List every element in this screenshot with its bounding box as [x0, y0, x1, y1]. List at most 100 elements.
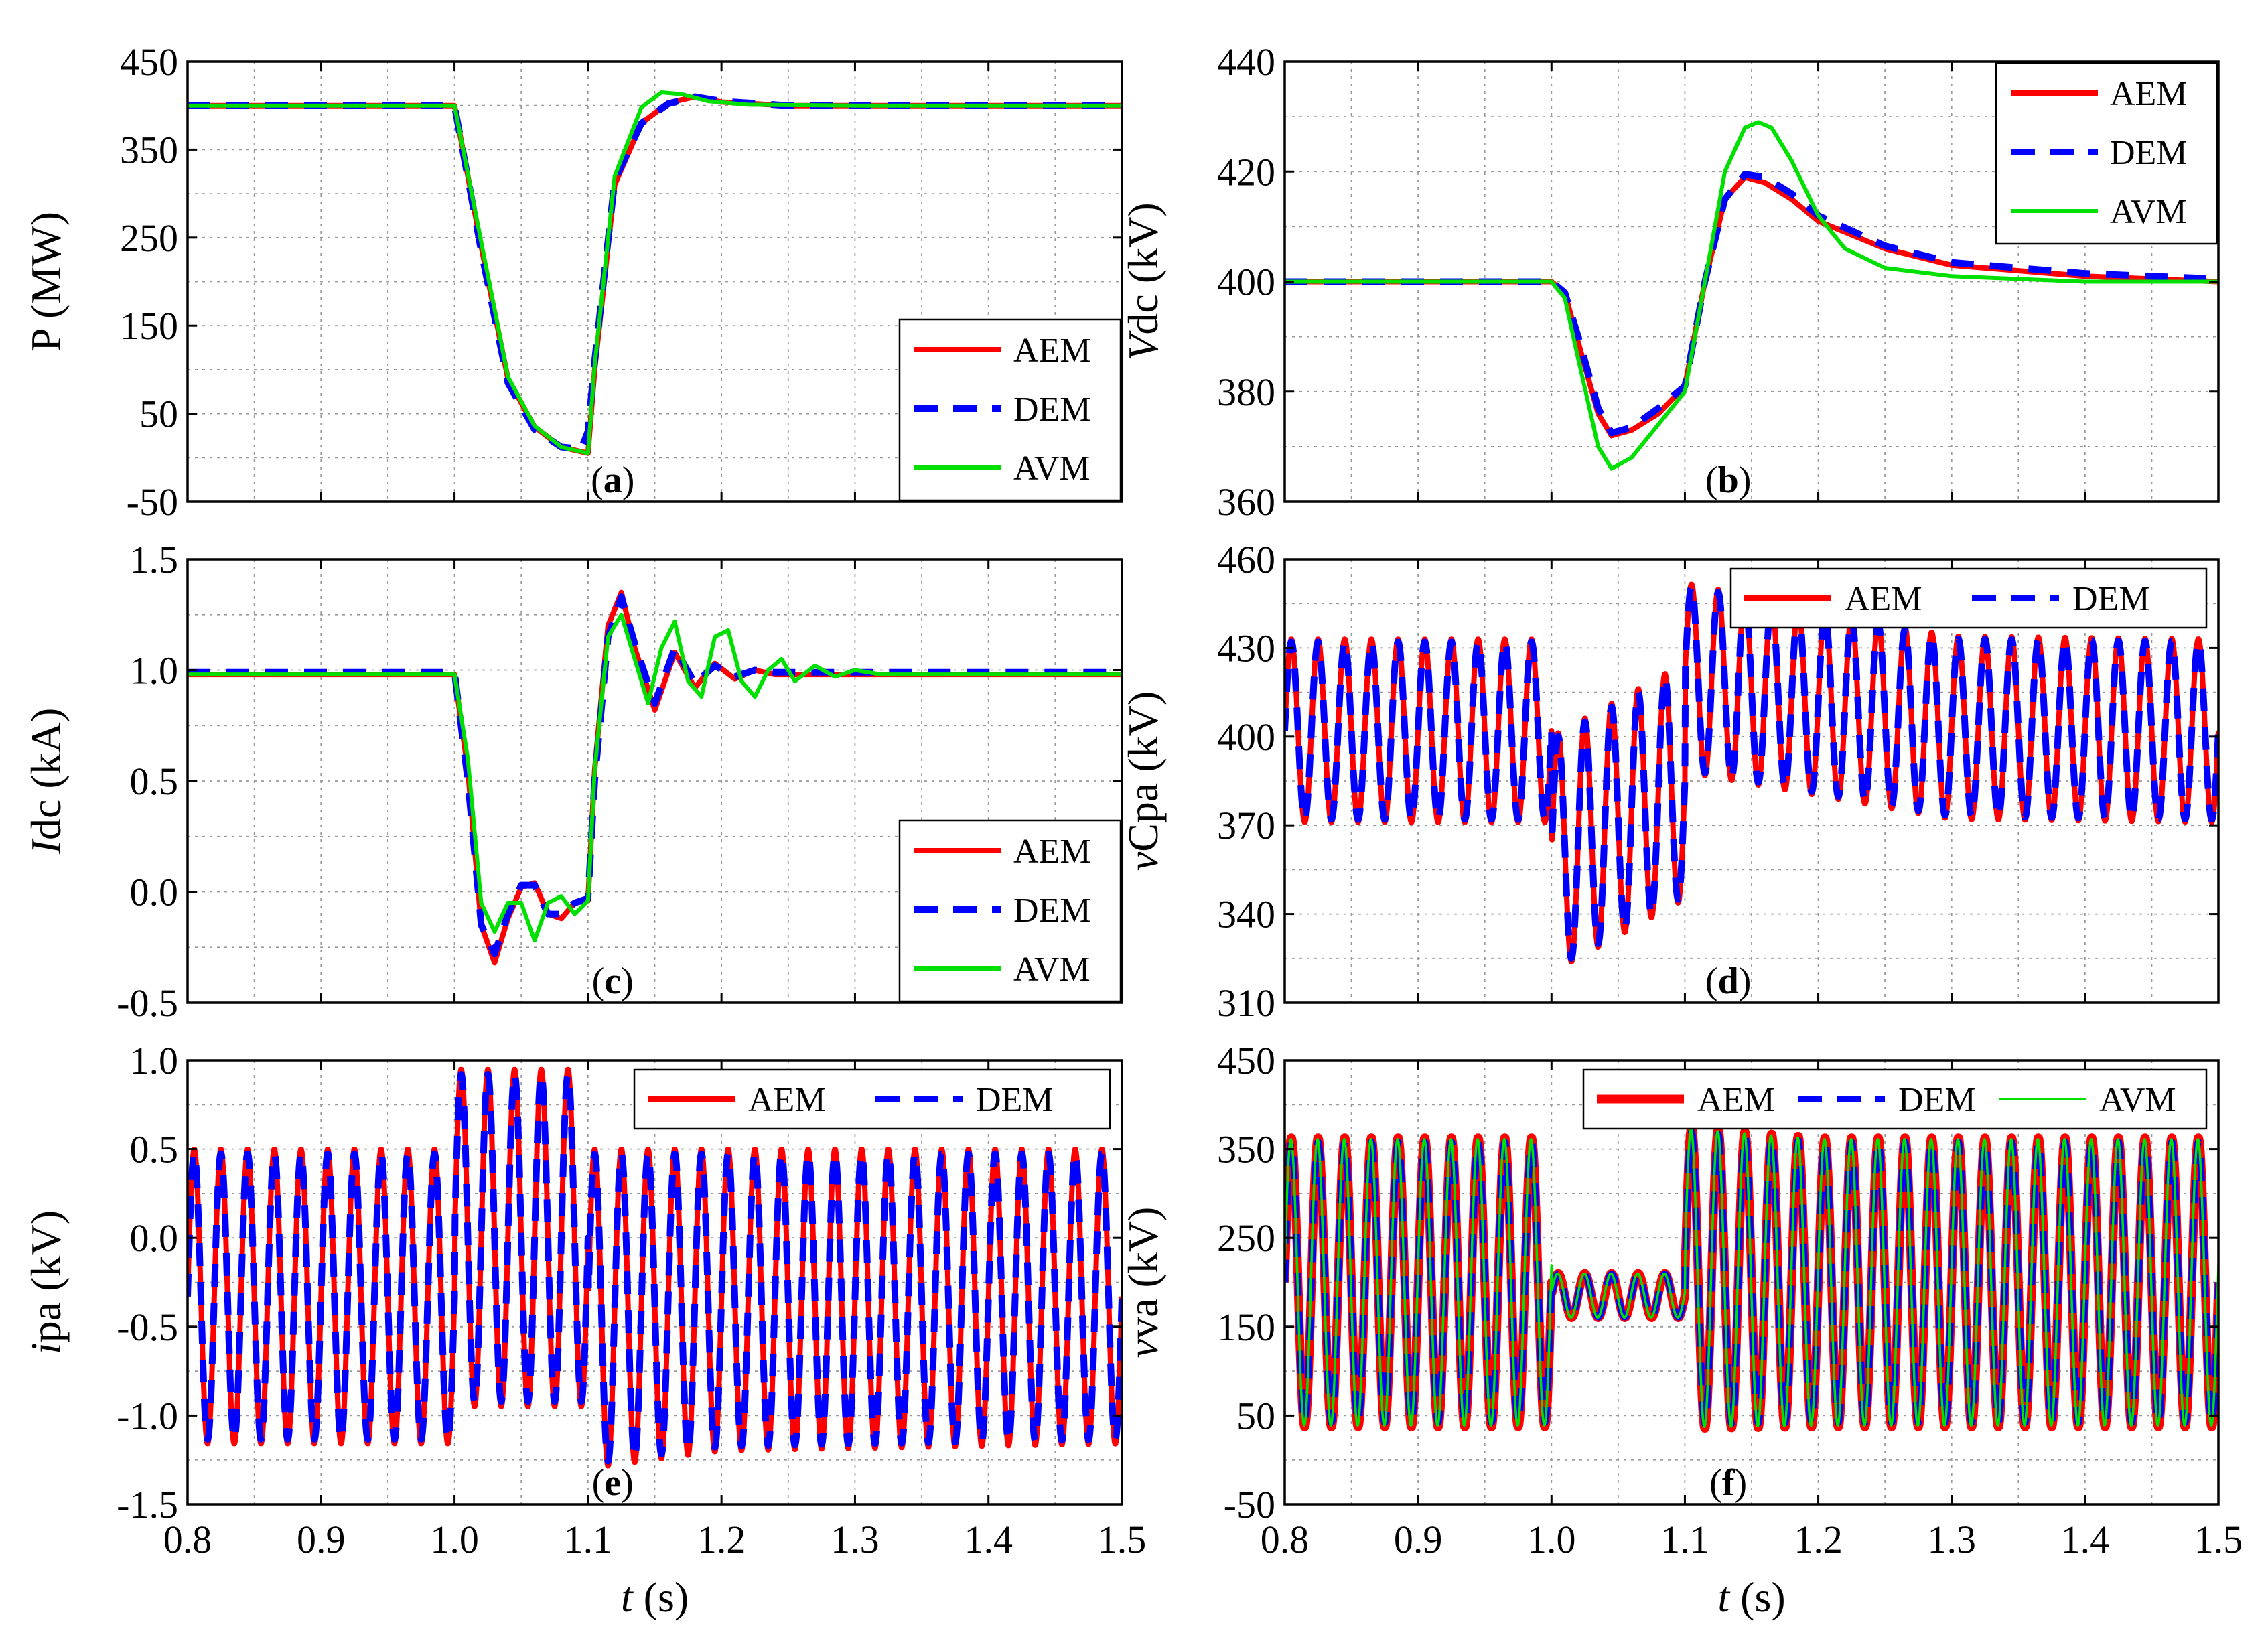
- legend-label-aem: AEM: [1013, 833, 1091, 871]
- x-tick-label: 1.1: [1660, 1518, 1709, 1561]
- x-tick-label: 1.0: [430, 1518, 479, 1561]
- panel-tag-open: (: [592, 960, 605, 1002]
- series-group-e: [188, 1066, 1122, 1469]
- y-tick-label: 1.0: [130, 649, 179, 693]
- y-tick-label: 1.0: [130, 1039, 179, 1082]
- y-axis-label: Vdc (kV): [1119, 202, 1167, 360]
- y-tick-label: 400: [1217, 715, 1275, 759]
- x-tick-label: 1.5: [2194, 1518, 2243, 1561]
- panel-tag-open: (: [1709, 1462, 1722, 1504]
- panel-tag: (e): [592, 1462, 634, 1504]
- panel-tag-letter: a: [604, 459, 622, 501]
- panel-d: 310 340 370 400 430 460 vCpa (kV) (d) AEM DEM: [1119, 538, 2220, 1025]
- y-axis-label-symbol: v: [1119, 851, 1167, 871]
- panel-tag-close: ): [1739, 459, 1752, 501]
- x-tick-label: 1.3: [831, 1518, 879, 1561]
- legend-label-avm: AVM: [1013, 950, 1090, 989]
- x-tick-label: 1.4: [964, 1518, 1013, 1561]
- y-axis-label-text: Cpa (kV): [1119, 691, 1167, 852]
- y-tick-label: 420: [1217, 150, 1275, 194]
- y-tick-label: -0.5: [117, 1305, 178, 1349]
- legend-label-dem: DEM: [2072, 580, 2150, 618]
- y-tick-label: 250: [120, 216, 178, 260]
- panel-tag-open: (: [592, 1462, 605, 1504]
- panel-e: -1.5 -1.0 -0.5 0.0 0.5 1.0 0.8 0.9 1.0 1.1 1.2 1.3 1…: [22, 1039, 1146, 1621]
- y-tick-label: -1.0: [117, 1394, 178, 1437]
- y-tick-label: 370: [1217, 804, 1275, 847]
- x-tick-label: 1.3: [1927, 1518, 1976, 1561]
- y-axis-label: vva (kV): [1119, 1207, 1167, 1358]
- plot-frame: [186, 60, 1123, 503]
- x-tick-label: 0.8: [163, 1518, 212, 1561]
- x-tick-label: 1.5: [1098, 1518, 1147, 1561]
- series-group-a: [188, 90, 1122, 456]
- plot-frame: [1283, 1059, 2220, 1506]
- legend: AEM DEM: [633, 1068, 1111, 1130]
- legend: AEM DEM AVM: [1582, 1068, 2208, 1130]
- series-line-dem: [1285, 583, 2218, 962]
- x-tick-label: 1.0: [1527, 1518, 1576, 1561]
- series-line-dem: [188, 1071, 1122, 1465]
- y-tick-label: 460: [1217, 538, 1275, 581]
- y-tick-label: -50: [1224, 1483, 1275, 1526]
- x-axis-label-unit: (s): [633, 1573, 689, 1621]
- y-tick-label: 380: [1217, 370, 1275, 414]
- legend: AEM DEM AVM: [898, 318, 1122, 502]
- x-axis-label-symbol: t: [1717, 1573, 1731, 1621]
- panel-a: -50 50 150 250 350 450 P (MW) (a) AEM DEM AVM: [22, 40, 1123, 524]
- series-line-avm: [188, 612, 1122, 943]
- legend-label-dem: DEM: [1013, 891, 1091, 930]
- legend-box: [1582, 1068, 2208, 1130]
- y-tick-label: 0.5: [130, 760, 179, 803]
- x-tick-label: 0.9: [297, 1518, 346, 1561]
- series-group-f: [1285, 1123, 2218, 1433]
- panel-tag-close: ): [621, 1462, 634, 1504]
- legend-label-dem: DEM: [2110, 134, 2188, 172]
- y-axis-label-text: pa (kV): [22, 1210, 70, 1342]
- y-axis-label-symbol: I: [22, 838, 70, 855]
- legend-label-dem: DEM: [976, 1081, 1054, 1119]
- legend-label-aem: AEM: [1697, 1081, 1775, 1119]
- panel-tag-close: ): [1734, 1462, 1747, 1504]
- x-tick-label: 0.8: [1261, 1518, 1309, 1561]
- panel-tag: (d): [1705, 960, 1751, 1002]
- legend-label-aem: AEM: [1013, 332, 1091, 370]
- y-tick-label: 250: [1217, 1216, 1275, 1260]
- legend-label-aem: AEM: [1845, 580, 1922, 618]
- panel-tag: (c): [592, 960, 634, 1002]
- x-axis-label-unit: (s): [1729, 1573, 1786, 1621]
- plot-frame: [186, 1059, 1123, 1506]
- x-tick-label: 1.4: [2061, 1518, 2110, 1561]
- panel-tag-letter: f: [1722, 1462, 1735, 1504]
- panel-b: 360 380 400 420 440 Vdc (kV) (b) AEM DEM AVM: [1119, 40, 2220, 524]
- y-tick-label: 360: [1217, 480, 1275, 524]
- panel-tag: (a): [591, 459, 634, 501]
- panel-tag-letter: c: [604, 960, 621, 1002]
- y-tick-label: -50: [127, 480, 178, 524]
- series-line-avm: [1285, 120, 2218, 471]
- legend: AEM DEM AVM: [1995, 62, 2218, 245]
- y-axis-label-symbol: V: [1119, 330, 1167, 361]
- y-axis-label-text: dc (kV): [1119, 202, 1167, 334]
- y-axis-label-text: dc (kA): [22, 708, 70, 840]
- y-tick-label: 150: [1217, 1305, 1275, 1349]
- series-line-dem: [188, 593, 1122, 958]
- y-tick-label: 0.0: [130, 1216, 179, 1260]
- panel-tag: (f): [1709, 1462, 1747, 1504]
- y-tick-label: 50: [1236, 1394, 1275, 1437]
- panel-tag-close: ): [1739, 960, 1752, 1002]
- x-tick-label: 1.2: [1794, 1518, 1843, 1561]
- panel-tag-letter: b: [1718, 459, 1739, 501]
- x-tick-label: 1.2: [697, 1518, 746, 1561]
- y-tick-label: 310: [1217, 981, 1275, 1025]
- y-tick-label: -0.5: [117, 981, 178, 1025]
- panel-tag-open: (: [591, 459, 604, 501]
- y-tick-label: 400: [1217, 261, 1275, 304]
- panel-tag-open: (: [1705, 960, 1718, 1002]
- legend-label-avm: AVM: [1013, 449, 1090, 488]
- legend-label-dem: DEM: [1013, 390, 1091, 429]
- y-axis-label-symbol: v: [1119, 1338, 1167, 1358]
- x-axis-label: t (s): [621, 1573, 689, 1621]
- legend-label-aem: AEM: [2110, 75, 2188, 113]
- panel-tag-letter: d: [1718, 960, 1739, 1002]
